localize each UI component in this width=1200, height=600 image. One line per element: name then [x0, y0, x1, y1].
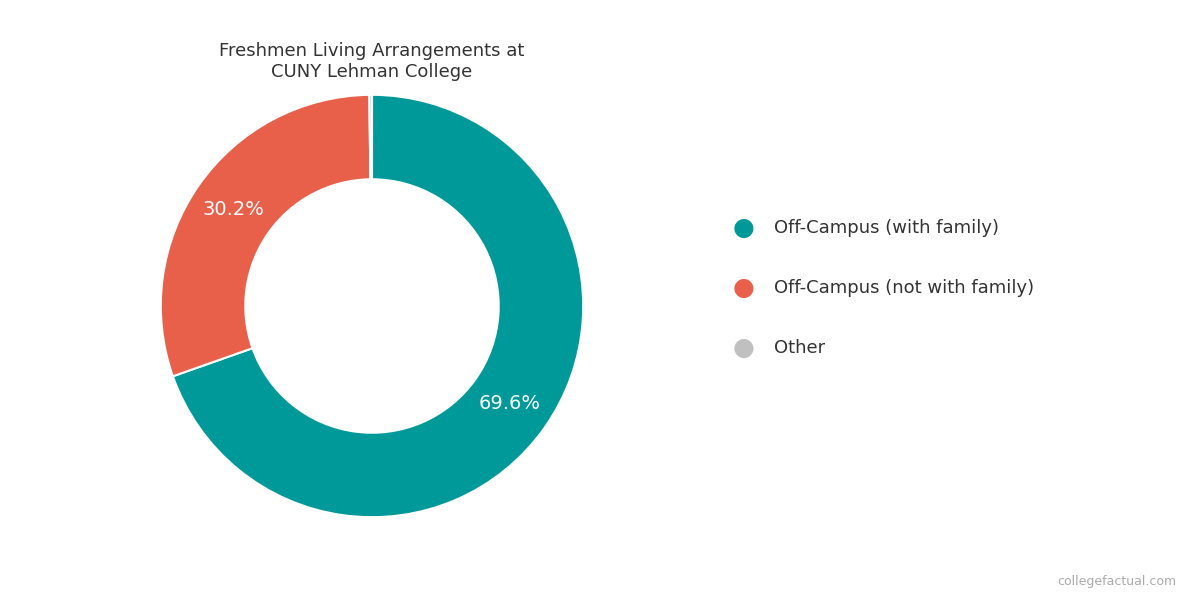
- Text: Other: Other: [774, 339, 826, 357]
- Text: ●: ●: [733, 276, 755, 300]
- Text: Freshmen Living Arrangements at
CUNY Lehman College: Freshmen Living Arrangements at CUNY Leh…: [220, 42, 524, 81]
- Text: ●: ●: [733, 216, 755, 240]
- Text: Off-Campus (not with family): Off-Campus (not with family): [774, 279, 1034, 297]
- Wedge shape: [161, 95, 371, 376]
- Text: collegefactual.com: collegefactual.com: [1057, 575, 1176, 588]
- Text: 69.6%: 69.6%: [479, 394, 541, 413]
- Text: Off-Campus (with family): Off-Campus (with family): [774, 219, 998, 237]
- Text: ●: ●: [733, 336, 755, 360]
- Wedge shape: [173, 95, 583, 517]
- Text: 30.2%: 30.2%: [203, 200, 264, 219]
- Wedge shape: [370, 95, 372, 179]
